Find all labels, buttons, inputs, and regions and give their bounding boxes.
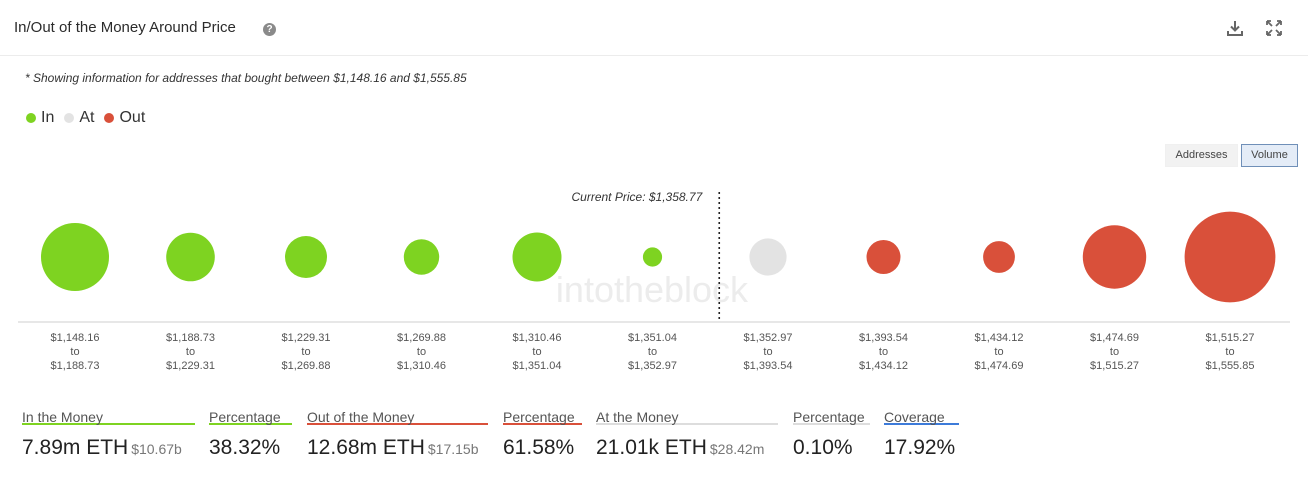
addresses-toggle-button[interactable]: Addresses (1165, 144, 1238, 167)
stat-out-of-the-money: Out of the Money 12.68m ETH $17.15b (307, 400, 488, 460)
help-icon[interactable]: ? (263, 23, 276, 36)
stat-label: Percentage (209, 400, 292, 425)
range-to-label: $1,351.04 (513, 360, 562, 372)
stat-in-the-money: In the Money 7.89m ETH $10.67b (22, 400, 195, 460)
range-from-label: $1,351.04 (628, 332, 677, 344)
range-to-label: $1,269.88 (282, 360, 331, 372)
range-from-label: $1,310.46 (513, 332, 562, 344)
bubble-in (166, 232, 215, 282)
stat-label: Percentage (503, 400, 582, 425)
range-from-label: $1,352.97 (744, 332, 793, 344)
stat-value: 21.01k ETH (596, 436, 707, 459)
bubble-in (403, 239, 440, 275)
range-note: * Showing information for addresses that… (25, 71, 467, 85)
legend-item-in[interactable]: In (26, 109, 54, 127)
bubble-in (512, 232, 562, 282)
range-to-label: $1,188.73 (51, 360, 100, 372)
range-to-word: to (1110, 346, 1119, 358)
range-from-label: $1,474.69 (1090, 332, 1139, 344)
range-to-label: $1,310.46 (397, 360, 446, 372)
stat-value-wrap: 12.68m ETH $17.15b (307, 436, 488, 460)
bubble-out (866, 240, 901, 274)
legend-label-out: Out (119, 109, 146, 126)
bubble-out (1184, 211, 1276, 303)
stat-usd-value: $28.42m (709, 441, 765, 457)
range-to-label: $1,434.12 (859, 360, 908, 372)
widget-title: In/Out of the Money Around Price (14, 19, 236, 36)
stat-usd-value: $17.15b (427, 441, 479, 457)
legend-dot-at (64, 113, 75, 123)
legend-label-at: At (79, 109, 95, 126)
range-from-label: $1,515.27 (1206, 332, 1255, 344)
stat-value: 38.32% (209, 436, 281, 459)
stat-value: 61.58% (503, 436, 575, 459)
stat-value: 17.92% (884, 436, 956, 459)
stat-usd-value: $10.67b (131, 441, 182, 457)
range-to-label: $1,352.97 (628, 360, 677, 372)
range-from-label: $1,188.73 (166, 332, 215, 344)
range-to-word: to (1225, 346, 1234, 358)
stat-value: 0.10% (793, 436, 853, 459)
range-to-word: to (763, 346, 772, 358)
stat-label: Out of the Money (307, 400, 488, 425)
bubble-in (285, 236, 327, 278)
stat-coverage: Coverage 17.92% (884, 400, 959, 460)
download-icon[interactable] (1226, 19, 1244, 37)
stat-label: At the Money (596, 400, 778, 425)
legend-item-at[interactable]: At (64, 109, 94, 127)
range-to-label: $1,474.69 (975, 360, 1024, 372)
range-from-label: $1,269.88 (397, 332, 446, 344)
stat-label: In the Money (22, 400, 195, 425)
current-price-label: Current Price: $1,358.77 (572, 190, 704, 204)
range-to-label: $1,515.27 (1090, 360, 1139, 372)
legend-item-out[interactable]: Out (104, 109, 145, 127)
bubble-chart: intotheblock Current Price: $1,358.77 $1,1… (18, 190, 1290, 372)
range-to-word: to (648, 346, 657, 358)
fullscreen-icon[interactable] (1265, 19, 1283, 37)
stat-label: Coverage (884, 400, 959, 425)
range-to-word: to (879, 346, 888, 358)
range-to-word: to (70, 346, 79, 358)
stat-value-wrap: 21.01k ETH $28.42m (596, 436, 778, 460)
range-to-word: to (301, 346, 310, 358)
stat-value-wrap: 7.89m ETH $10.67b (22, 436, 195, 460)
stats-row: In the Money 7.89m ETH $10.67b Percentage… (0, 400, 1308, 480)
legend-dot-in (26, 113, 36, 123)
range-to-word: to (532, 346, 541, 358)
range-to-label: $1,555.85 (1206, 360, 1255, 372)
range-to-label: $1,393.54 (744, 360, 793, 372)
bubble-out (1082, 225, 1147, 289)
widget-header: In/Out of the Money Around Price ? (0, 0, 1308, 56)
range-from-label: $1,434.12 (975, 332, 1024, 344)
bubble-out (983, 241, 1015, 273)
stat-label: Percentage (793, 400, 870, 425)
range-to-label: $1,229.31 (166, 360, 215, 372)
range-from-label: $1,393.54 (859, 332, 908, 344)
legend: In At Out (26, 108, 155, 128)
range-to-word: to (994, 346, 1003, 358)
stat-out-percentage: Percentage 61.58% (503, 400, 582, 460)
range-from-label: $1,148.16 (51, 332, 100, 344)
stat-value: 12.68m ETH (307, 436, 425, 459)
stat-in-percentage: Percentage 38.32% (209, 400, 292, 460)
range-to-word: to (417, 346, 426, 358)
legend-label-in: In (41, 109, 55, 126)
watermark-text: intotheblock (556, 269, 749, 310)
range-from-label: $1,229.31 (282, 332, 331, 344)
bubble-at (749, 238, 787, 276)
volume-toggle-button[interactable]: Volume (1241, 144, 1298, 167)
legend-dot-out (104, 113, 115, 123)
stat-at-the-money: At the Money 21.01k ETH $28.42m (596, 400, 778, 460)
range-to-word: to (186, 346, 195, 358)
bubble-in (642, 247, 663, 267)
bubble-in (41, 223, 109, 291)
stat-at-percentage: Percentage 0.10% (793, 400, 870, 460)
stat-value: 7.89m ETH (22, 436, 129, 459)
